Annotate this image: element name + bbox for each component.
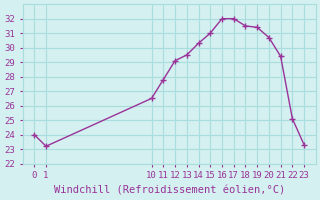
X-axis label: Windchill (Refroidissement éolien,°C): Windchill (Refroidissement éolien,°C) xyxy=(53,186,285,196)
